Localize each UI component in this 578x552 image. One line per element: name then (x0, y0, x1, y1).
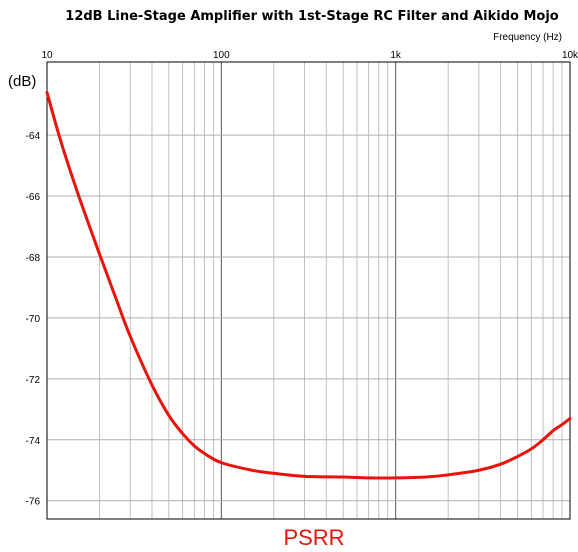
x-tick-label: 100 (213, 50, 230, 61)
x-axis-label: Frequency (Hz) (493, 32, 562, 43)
y-tick-label: -64 (26, 131, 41, 142)
x-tick-label: 10k (562, 50, 578, 61)
y-tick-label: -70 (26, 314, 41, 325)
series-line (45, 90, 572, 480)
y-tick-label: -72 (26, 375, 41, 386)
y-axis-label: (dB) (8, 73, 36, 90)
y-tick-label: -74 (26, 436, 41, 447)
x-tick-label: 1k (390, 50, 402, 61)
grid-lines (46, 62, 571, 519)
y-tick-label: -68 (26, 253, 41, 264)
y-tick-labels: -64 -66 -68 -70 -72 -74 -76 (26, 131, 41, 508)
chart-title: 12dB Line-Stage Amplifier with 1st-Stage… (65, 9, 559, 24)
y-tick-label: -66 (26, 192, 41, 203)
y-tick-label: -76 (26, 497, 41, 508)
x-tick-labels: 10 100 1k 10k (41, 50, 578, 61)
plot-frame (46, 61, 571, 520)
x-tick-label: 10 (41, 50, 53, 61)
chart-caption: PSRR (283, 525, 344, 550)
